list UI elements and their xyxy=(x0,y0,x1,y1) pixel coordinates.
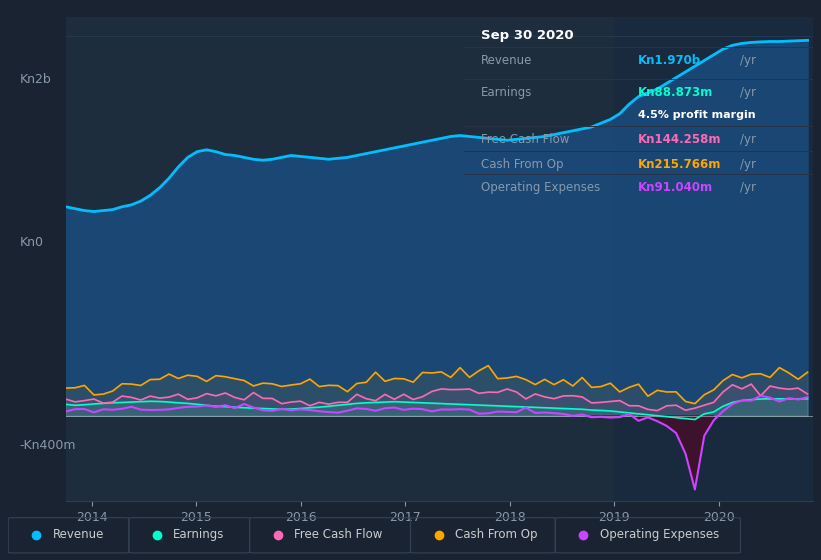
Text: /yr: /yr xyxy=(740,86,755,99)
Text: Operating Expenses: Operating Expenses xyxy=(481,181,600,194)
Text: Kn88.873m: Kn88.873m xyxy=(639,86,713,99)
Text: Revenue: Revenue xyxy=(53,528,103,542)
Text: Earnings: Earnings xyxy=(173,528,224,542)
Text: Free Cash Flow: Free Cash Flow xyxy=(294,528,383,542)
Text: Kn1.970b: Kn1.970b xyxy=(639,54,701,67)
Text: Sep 30 2020: Sep 30 2020 xyxy=(481,29,574,42)
Text: /yr: /yr xyxy=(740,158,755,171)
Text: Free Cash Flow: Free Cash Flow xyxy=(481,133,570,146)
Text: Operating Expenses: Operating Expenses xyxy=(599,528,719,542)
Text: Kn2b: Kn2b xyxy=(20,73,51,86)
Text: Revenue: Revenue xyxy=(481,54,533,67)
Text: /yr: /yr xyxy=(740,133,755,146)
Text: /yr: /yr xyxy=(740,181,755,194)
Text: /yr: /yr xyxy=(740,54,755,67)
Text: -Kn400m: -Kn400m xyxy=(20,439,76,452)
Text: 4.5% profit margin: 4.5% profit margin xyxy=(639,110,756,120)
Text: Cash From Op: Cash From Op xyxy=(455,528,537,542)
Text: Kn215.766m: Kn215.766m xyxy=(639,158,722,171)
Bar xyxy=(614,17,818,501)
Text: Earnings: Earnings xyxy=(481,86,533,99)
Text: Kn91.040m: Kn91.040m xyxy=(639,181,713,194)
Text: Cash From Op: Cash From Op xyxy=(481,158,564,171)
Text: Kn0: Kn0 xyxy=(20,236,44,249)
Text: Kn144.258m: Kn144.258m xyxy=(639,133,722,146)
